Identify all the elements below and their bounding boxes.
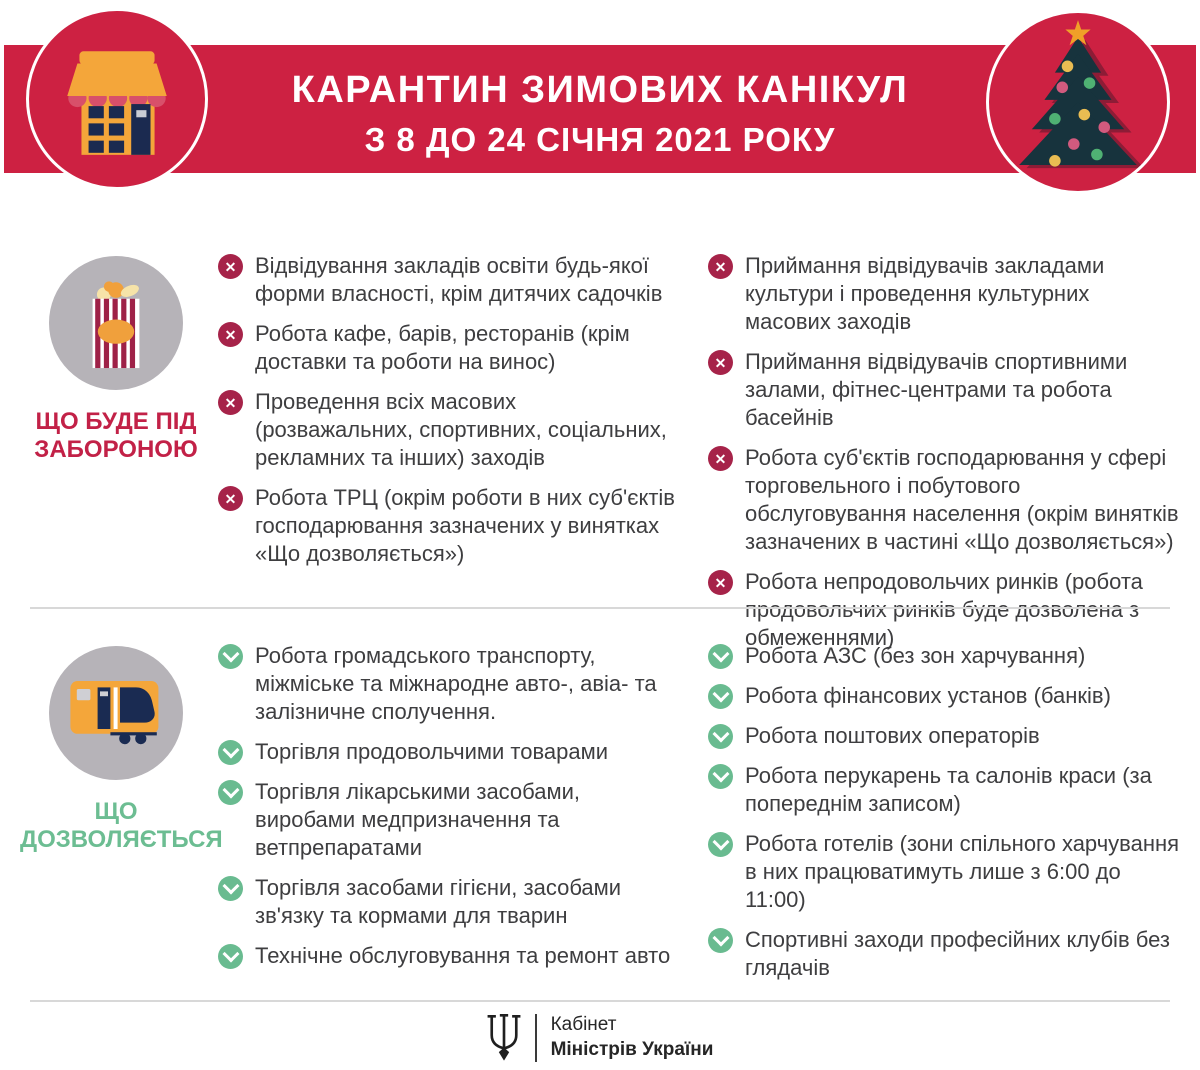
section-divider	[30, 607, 1170, 609]
check-circle-icon	[708, 928, 733, 953]
footer-divider	[30, 1000, 1170, 1002]
check-circle-icon	[218, 740, 243, 765]
x-circle-icon	[218, 322, 243, 347]
train-badge	[49, 646, 183, 780]
storefront-icon	[67, 51, 167, 155]
train-icon	[70, 681, 159, 745]
check-circle-icon	[218, 780, 243, 805]
x-circle-icon	[218, 390, 243, 415]
footer: Кабінет Міністрів України	[0, 1012, 1200, 1064]
item-text: Робота перукарень та салонів краси (за п…	[745, 763, 1152, 816]
item-text: Приймання відвідувачів спортивними залам…	[745, 349, 1128, 430]
list-item: Робота готелів (зони спільного харчуванн…	[708, 830, 1180, 914]
storefront-badge	[26, 8, 208, 190]
footer-org-line2: Міністрів України	[550, 1039, 714, 1060]
item-text: Торгівля продовольчими товарами	[255, 739, 609, 764]
x-circle-icon	[218, 254, 243, 279]
item-text: Робота кафе, барів, ресторанів (крім дос…	[255, 321, 630, 374]
list-item: Торгівля лікарськими засобами, виробами …	[218, 778, 676, 862]
christmas-tree-badge	[986, 10, 1170, 194]
prohibited-column-right: Приймання відвідувачів закладами культур…	[708, 252, 1180, 652]
item-text: Приймання відвідувачів закладами культур…	[745, 253, 1105, 334]
banner-title: КАРАНТИН ЗИМОВИХ КАНІКУЛ З 8 ДО 24 СІЧНЯ…	[4, 45, 1196, 159]
list-item: Робота перукарень та салонів краси (за п…	[708, 762, 1180, 818]
list-item: Робота АЗС (без зон харчування)	[708, 642, 1180, 670]
item-text: Робота ТРЦ (окрім роботи в них суб'єктів…	[255, 485, 675, 566]
list-item: Робота непродовольчих ринків (робота про…	[708, 568, 1180, 652]
allowed-label: ЩО ДОЗВОЛЯЄТЬСЯ	[20, 798, 223, 854]
list-item: Робота кафе, барів, ресторанів (крім дос…	[218, 320, 676, 376]
footer-org-line1: Кабінет	[550, 1014, 617, 1036]
list-item: Торгівля продовольчими товарами	[218, 738, 676, 766]
item-text: Торгівля лікарськими засобами, виробами …	[255, 779, 581, 860]
list-item: Приймання відвідувачів закладами культур…	[708, 252, 1180, 336]
item-text: Робота громадського транспорту, міжміськ…	[255, 643, 657, 724]
check-circle-icon	[218, 876, 243, 901]
list-item: Робота поштових операторів	[708, 722, 1180, 750]
title-line-2: З 8 ДО 24 СІЧНЯ 2021 РОКУ	[364, 121, 836, 158]
item-text: Робота суб'єктів господарювання у сфері …	[745, 445, 1179, 554]
prohibited-sidebar: ЩО БУДЕ ПІД ЗАБОРОНОЮ	[20, 256, 212, 465]
check-circle-icon	[708, 684, 733, 709]
check-circle-icon	[708, 764, 733, 789]
x-circle-icon	[708, 350, 733, 375]
item-text: Відвідування закладів освіти будь-якої ф…	[255, 253, 663, 306]
title-line-1: КАРАНТИН ЗИМОВИХ КАНІКУЛ	[291, 69, 909, 111]
item-text: Робота АЗС (без зон харчування)	[745, 643, 1086, 668]
x-circle-icon	[218, 486, 243, 511]
prohibited-label: ЩО БУДЕ ПІД ЗАБОРОНОЮ	[34, 408, 198, 464]
allowed-sidebar: ЩО ДОЗВОЛЯЄТЬСЯ	[20, 646, 223, 855]
christmas-tree-icon	[1019, 20, 1145, 169]
list-item: Робота ТРЦ (окрім роботи в них суб'єктів…	[218, 484, 676, 568]
popcorn-badge	[49, 256, 183, 390]
x-circle-icon	[708, 570, 733, 595]
check-circle-icon	[708, 644, 733, 669]
list-item: Проведення всіх масових (розважальних, с…	[218, 388, 676, 472]
list-item: Робота громадського транспорту, міжміськ…	[218, 642, 676, 726]
item-text: Робота непродовольчих ринків (робота про…	[745, 569, 1143, 650]
check-circle-icon	[218, 944, 243, 969]
prohibited-column-left: Відвідування закладів освіти будь-якої ф…	[218, 252, 676, 568]
allowed-column-right: Робота АЗС (без зон харчування) Робота ф…	[708, 642, 1180, 982]
item-text: Торгівля засобами гігієни, засобами зв'я…	[255, 875, 622, 928]
list-item: Робота суб'єктів господарювання у сфері …	[708, 444, 1180, 556]
check-circle-icon	[218, 644, 243, 669]
footer-org-name: Кабінет Міністрів України	[551, 1013, 714, 1062]
x-circle-icon	[708, 446, 733, 471]
check-circle-icon	[708, 832, 733, 857]
section-prohibited: ЩО БУДЕ ПІД ЗАБОРОНОЮ Відвідування закла…	[0, 250, 1200, 650]
list-item: Робота фінансових установ (банків)	[708, 682, 1180, 710]
list-item: Технічне обслуговування та ремонт авто	[218, 942, 676, 970]
item-text: Робота фінансових установ (банків)	[745, 683, 1111, 708]
item-text: Технічне обслуговування та ремонт авто	[255, 943, 671, 968]
item-text: Робота поштових операторів	[745, 723, 1040, 748]
allowed-column-left: Робота громадського транспорту, міжміськ…	[218, 642, 676, 970]
footer-separator	[534, 1014, 537, 1062]
item-text: Робота готелів (зони спільного харчуванн…	[745, 831, 1180, 912]
item-text: Проведення всіх масових (розважальних, с…	[255, 389, 667, 470]
list-item: Відвідування закладів освіти будь-якої ф…	[218, 252, 676, 308]
check-circle-icon	[708, 724, 733, 749]
popcorn-icon	[92, 281, 140, 369]
section-allowed: ЩО ДОЗВОЛЯЄТЬСЯ Робота громадського тран…	[0, 640, 1200, 985]
x-circle-icon	[708, 254, 733, 279]
list-item: Спортивні заходи професійних клубів без …	[708, 926, 1180, 982]
list-item: Приймання відвідувачів спортивними залам…	[708, 348, 1180, 432]
trident-icon	[487, 1014, 520, 1061]
list-item: Торгівля засобами гігієни, засобами зв'я…	[218, 874, 676, 930]
item-text: Спортивні заходи професійних клубів без …	[745, 927, 1170, 980]
